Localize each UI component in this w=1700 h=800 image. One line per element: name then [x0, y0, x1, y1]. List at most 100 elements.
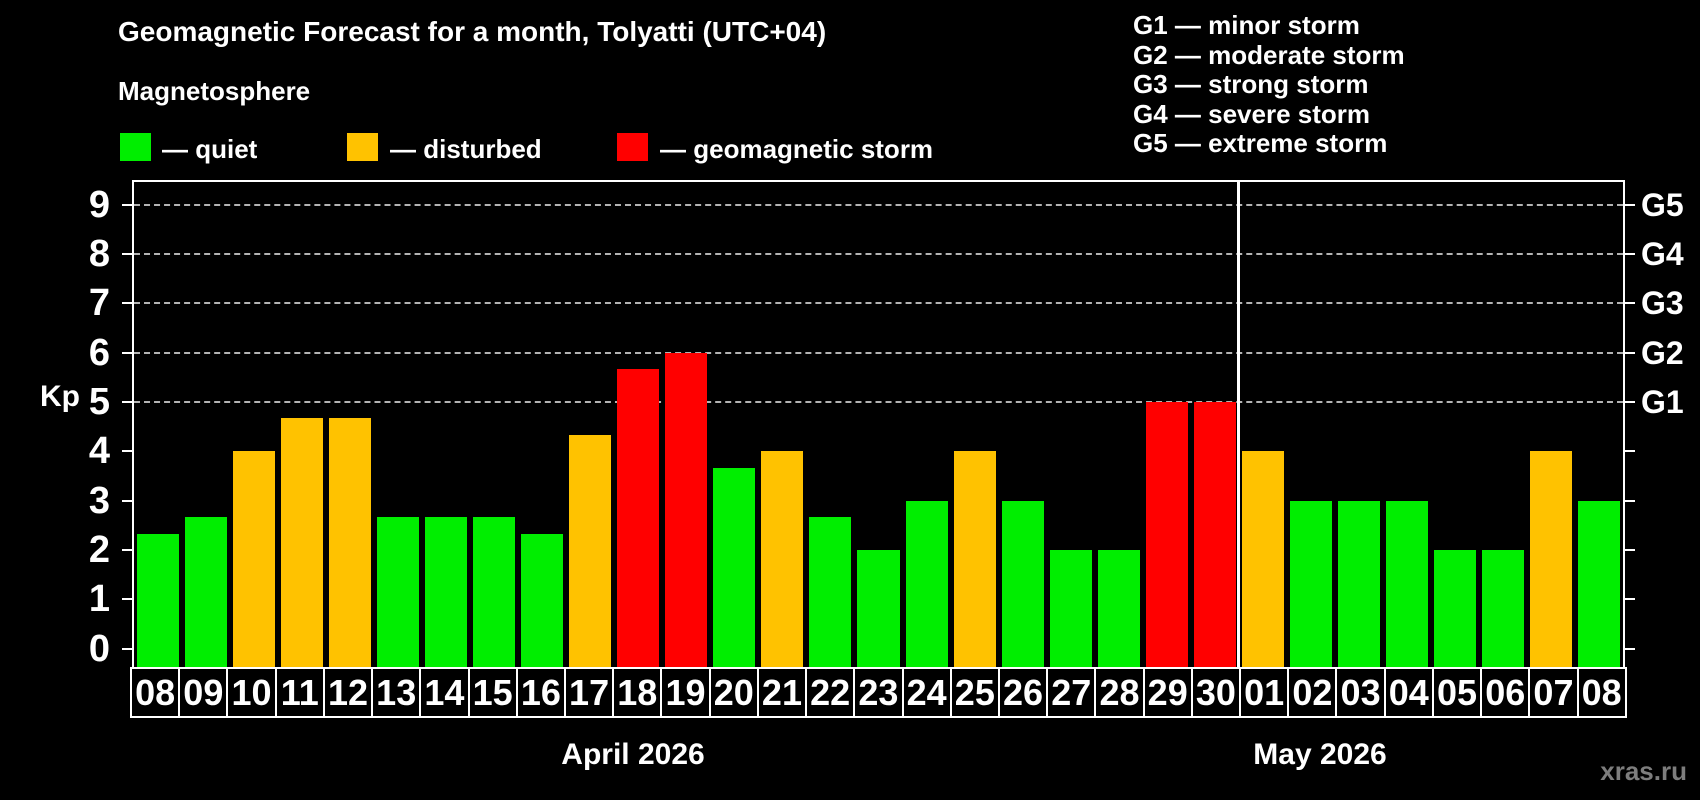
gscale-legend-item-g2: G2 — moderate storm — [1133, 39, 1405, 70]
kp-bar-april-08 — [137, 533, 180, 667]
day-label-cell-april-22: 22 — [807, 669, 856, 716]
day-label-cell-april-18: 18 — [614, 669, 663, 716]
storm-legend-label: — geomagnetic storm — [660, 134, 934, 164]
day-label-row: 08 09 10 11 12 13 14 15 16 17 18 19 20 21 22 23 24 25 26 27… — [130, 667, 1627, 718]
kp-bar-april-28 — [1097, 550, 1140, 667]
kp-bar-april-20 — [713, 467, 756, 667]
right-axis-tick — [1623, 598, 1635, 601]
kp-bar-april-11 — [281, 418, 324, 667]
gscale-legend-item-g4: G4 — severe storm — [1133, 98, 1371, 129]
day-label-cell-may-02: 02 — [1289, 669, 1338, 716]
gscale-legend: G1 — minor storm G2 — moderate storm G3 … — [1133, 10, 1405, 159]
day-label-cell-april-24: 24 — [904, 669, 952, 716]
day-label-cell-may-05: 05 — [1434, 669, 1483, 716]
y-axis-label-7: 7 — [88, 282, 110, 325]
kp-bar-april-30 — [1193, 402, 1236, 667]
kp-gridline-5 — [134, 401, 1623, 404]
right-axis-tick — [1623, 647, 1635, 650]
storm-legend-swatch — [617, 133, 648, 161]
y-axis-label-8: 8 — [88, 233, 110, 276]
kp-bar-april-17 — [569, 435, 612, 667]
kp-bar-may-01 — [1241, 451, 1284, 667]
day-label-cell-may-01: 01 — [1241, 669, 1290, 716]
right-axis-tick — [1623, 253, 1635, 256]
day-label-cell-april-13: 13 — [373, 669, 422, 716]
left-axis-tick — [122, 450, 134, 453]
kp-bar-april-12 — [329, 418, 372, 667]
day-label-cell-april-25: 25 — [952, 669, 1000, 716]
day-label-cell-april-17: 17 — [566, 669, 615, 716]
gscale-legend-item-g1: G1 — minor storm — [1133, 10, 1360, 40]
day-label-cell-april-20: 20 — [711, 669, 759, 716]
day-label-cell-april-16: 16 — [518, 669, 566, 716]
day-label-cell-april-10: 10 — [228, 669, 277, 716]
kp-bar-april-16 — [521, 533, 564, 667]
g-axis-label-G1: G1 — [1641, 384, 1684, 421]
left-axis-tick — [122, 351, 134, 354]
kp-bar-april-22 — [809, 517, 852, 667]
kp-bar-april-09 — [185, 517, 228, 667]
kp-bar-april-23 — [857, 550, 900, 667]
day-label-cell-april-15: 15 — [470, 669, 518, 716]
day-label-cell-may-03: 03 — [1337, 669, 1386, 716]
kp-bar-may-07 — [1529, 451, 1572, 667]
kp-bar-april-18 — [617, 368, 660, 667]
page-title: Geomagnetic Forecast for a month, Tolyat… — [118, 16, 827, 47]
day-label-cell-april-14: 14 — [421, 669, 470, 716]
watermark: xras.ru — [1600, 756, 1687, 786]
gscale-legend-item-g3: G3 — strong storm — [1133, 69, 1369, 99]
kp-bar-may-03 — [1337, 500, 1380, 667]
right-axis-tick — [1623, 401, 1635, 404]
right-axis-tick — [1623, 351, 1635, 354]
left-axis-tick — [122, 549, 134, 552]
quiet-legend-swatch — [120, 133, 151, 161]
disturbed-legend-label: — disturbed — [390, 134, 542, 164]
magnetosphere-label: Magnetosphere — [118, 76, 311, 106]
day-label-cell-april-12: 12 — [325, 669, 374, 716]
y-axis-label-9: 9 — [88, 183, 110, 226]
kp-bar-april-26 — [1001, 500, 1044, 667]
kp-bar-april-29 — [1145, 402, 1188, 667]
right-axis-tick — [1623, 302, 1635, 305]
y-axis-label-3: 3 — [88, 479, 110, 522]
day-label-cell-april-11: 11 — [277, 669, 325, 716]
kp-gridline-7 — [134, 302, 1623, 305]
kp-bar-may-08 — [1577, 500, 1620, 667]
right-axis-tick — [1623, 450, 1635, 453]
day-label-cell-may-04: 04 — [1386, 669, 1434, 716]
kp-bar-april-13 — [377, 517, 420, 667]
kp-bar-may-05 — [1433, 550, 1476, 667]
y-axis-label-6: 6 — [88, 331, 110, 374]
day-label-cell-april-28: 28 — [1096, 669, 1145, 716]
day-label-cell-april-21: 21 — [759, 669, 808, 716]
g-axis-label-G2: G2 — [1641, 334, 1684, 371]
y-axis-label-5: 5 — [88, 381, 110, 424]
left-axis-tick — [122, 302, 134, 305]
y-axis-label-4: 4 — [88, 430, 110, 473]
day-label-cell-may-06: 06 — [1482, 669, 1531, 716]
kp-gridline-6 — [134, 351, 1623, 354]
kp-bar-april-27 — [1049, 550, 1092, 667]
left-axis-tick — [122, 598, 134, 601]
month-label-may: May 2026 — [1253, 738, 1387, 771]
month-separator-line — [1237, 182, 1241, 667]
month-label-april: April 2026 — [561, 738, 705, 771]
y-axis-label-1: 1 — [88, 578, 110, 621]
day-label-cell-april-23: 23 — [855, 669, 904, 716]
kp-bar-april-15 — [473, 517, 516, 667]
day-label-cell-april-26: 26 — [1000, 669, 1049, 716]
g-axis-label-G5: G5 — [1641, 186, 1684, 223]
day-label-cell-may-07: 07 — [1530, 669, 1579, 716]
day-label-cell-may-08: 08 — [1581, 671, 1622, 713]
plot-area: 0 1 2 3 4 5 6 7 8 9 G1 G2 G3 G4 G5 — [89, 180, 1684, 669]
day-label-cell-april-09: 09 — [180, 669, 229, 716]
quiet-legend-label: — quiet — [162, 134, 258, 164]
day-label-cell-april-30: 30 — [1193, 669, 1242, 716]
kp-axis-title: Kp — [40, 380, 80, 413]
kp-bar-april-10 — [233, 451, 276, 667]
kp-gridline-8 — [134, 253, 1623, 256]
left-axis-tick — [122, 647, 134, 650]
right-axis-tick — [1623, 549, 1635, 552]
kp-bar-april-19 — [665, 352, 708, 667]
